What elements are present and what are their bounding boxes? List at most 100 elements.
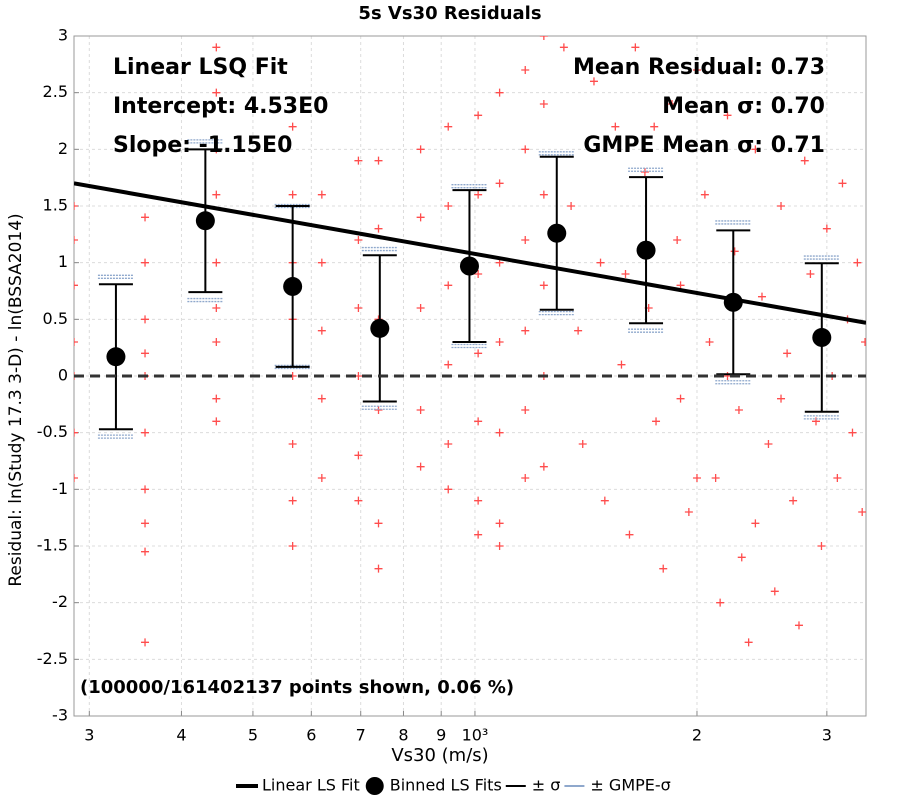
scatter-point <box>789 496 798 505</box>
scatter-point <box>617 360 626 369</box>
scatter-point <box>141 519 150 528</box>
scatter-point <box>444 440 453 448</box>
scatter-point <box>521 66 530 74</box>
scatter-point <box>705 338 714 346</box>
scatter-point <box>141 547 150 556</box>
gmpe-sigma-cap <box>361 246 398 252</box>
scatter-point <box>354 451 363 460</box>
annotation: Mean σ: 0.70 <box>662 94 825 119</box>
scatter-point <box>317 474 326 482</box>
y-tick-label: 3 <box>58 26 68 45</box>
scatter-point <box>783 349 792 358</box>
scatter-point <box>734 406 743 414</box>
scatter-point <box>652 417 661 426</box>
scatter-point <box>141 485 150 494</box>
legend-label: ± GMPE-σ <box>590 776 670 795</box>
scatter-point <box>354 304 363 312</box>
scatter-point <box>770 587 779 596</box>
scatter-point <box>574 326 583 335</box>
scatter-point <box>495 88 504 97</box>
x-tick-label: 10³ <box>462 726 489 745</box>
y-tick-label: -2.5 <box>37 649 68 668</box>
scatter-point <box>858 508 866 516</box>
scatter-point <box>853 258 862 267</box>
gmpe-sigma-cap <box>628 167 665 172</box>
scatter-point <box>374 406 383 414</box>
y-tick-label: 0 <box>58 366 68 385</box>
scatter-point <box>141 349 150 358</box>
gmpe-sigma-cap <box>97 434 134 439</box>
scatter-point <box>141 213 150 222</box>
scatter-point <box>600 496 609 505</box>
scatter-point <box>838 179 847 188</box>
scatter-point <box>374 564 383 573</box>
x-tick-label: 4 <box>176 726 186 745</box>
scatter-point <box>539 36 548 40</box>
binned-fit <box>106 347 126 367</box>
scatter-point <box>288 496 297 505</box>
scatter-point <box>354 156 363 165</box>
scatter-point <box>751 519 760 528</box>
scatter-point <box>744 638 753 647</box>
x-tick-label: 5 <box>248 726 258 745</box>
scatter-point <box>777 394 786 403</box>
scatter-point <box>416 213 425 222</box>
scatter-point <box>141 638 150 647</box>
scatter-point <box>444 360 453 369</box>
scatter-point <box>521 236 530 244</box>
x-axis-label: Vs30 (m/s) <box>391 745 488 766</box>
scatter-point <box>416 462 425 471</box>
scatter-point <box>650 122 659 131</box>
gmpe-sigma-cap <box>187 139 224 144</box>
annotation: (100000/161402137 points shown, 0.06 %) <box>80 677 514 698</box>
scatter-point <box>317 258 326 267</box>
x-tick-label: 3 <box>822 726 832 745</box>
scatter-point <box>474 190 483 199</box>
scatter-point <box>751 145 760 154</box>
binned-fit <box>370 318 390 338</box>
scatter-point <box>692 66 701 74</box>
annotation: GMPE Mean σ: 0.71 <box>583 133 825 158</box>
gmpe-sigma-cap <box>628 328 665 333</box>
gmpe-sigma-cap <box>715 220 752 225</box>
scatter-point <box>833 474 842 482</box>
annotation: Mean Residual: 0.73 <box>573 55 825 80</box>
scatter-point <box>444 281 453 290</box>
y-tick-label: 2.5 <box>43 82 68 101</box>
x-tick-label: 7 <box>356 726 366 745</box>
gmpe-sigma-cap <box>187 297 224 303</box>
y-tick-label: -2 <box>52 592 68 611</box>
scatter-point <box>539 190 548 199</box>
binned-fit <box>812 327 832 347</box>
scatter-point <box>730 247 739 256</box>
scatter-point <box>141 315 150 324</box>
scatter-point <box>374 224 383 233</box>
scatter-point <box>474 349 483 358</box>
scatter-point <box>659 564 668 573</box>
legend-label: ± σ <box>532 776 561 795</box>
scatter-point <box>794 621 803 630</box>
annotation: Intercept: 4.53E0 <box>113 94 328 119</box>
scatter-point <box>673 236 682 244</box>
scatter-point <box>495 179 504 188</box>
scatter-point <box>684 508 693 516</box>
x-tick-label: 6 <box>306 726 316 745</box>
scatter-point <box>676 281 685 290</box>
plot-area <box>74 36 866 647</box>
scatter-point <box>700 190 709 199</box>
scatter-point <box>212 190 221 199</box>
scatter-point <box>212 394 221 403</box>
y-tick-label: -1.5 <box>37 536 68 555</box>
x-tick-label: 2 <box>692 726 702 745</box>
scatter-point <box>848 428 857 437</box>
x-tick-label: 9 <box>436 726 446 745</box>
scatter-point <box>668 100 677 108</box>
binned-fit <box>195 211 215 231</box>
scatter-point <box>495 542 504 550</box>
scatter-point <box>817 542 826 550</box>
chart-title: 5s Vs30 Residuals <box>358 3 541 24</box>
scatter-point <box>861 338 866 346</box>
scatter-point <box>416 145 425 154</box>
y-axis-label: Residual: ln(Study 17.3 3-D) - ln(BSSA20… <box>6 213 26 586</box>
